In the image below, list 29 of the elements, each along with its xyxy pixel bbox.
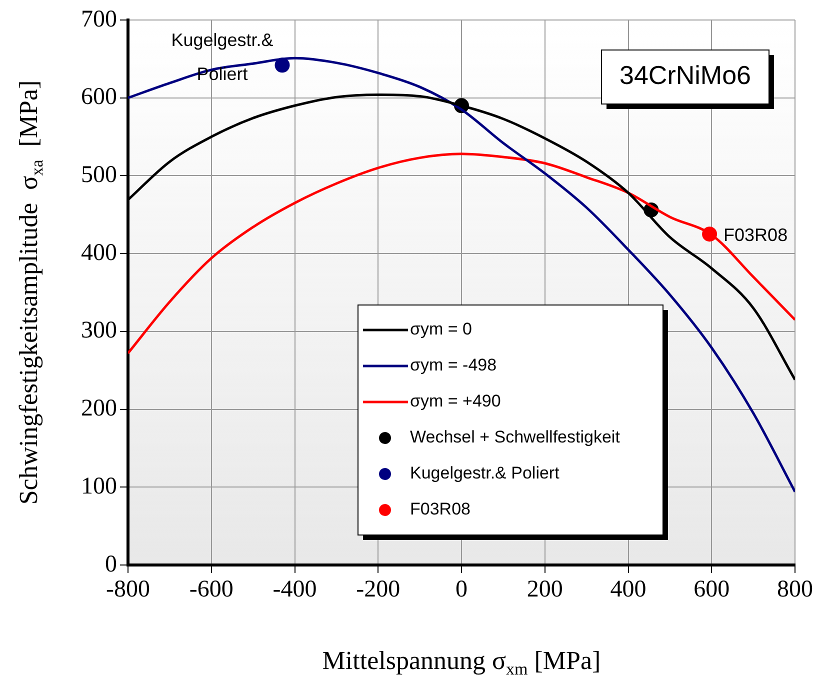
line-series	[128, 56, 795, 494]
legend-label: Wechsel + Schwellfestigkeit	[410, 428, 620, 447]
legend-label: σym = -498	[410, 356, 497, 375]
x-tick-label: 400	[610, 576, 646, 603]
x-tick-label: -200	[356, 576, 400, 603]
y-tick-label: 400	[81, 240, 117, 266]
x-tick-label: -800	[106, 576, 150, 603]
x-tick-label: -600	[189, 576, 234, 603]
y-tick-label: 0	[105, 551, 117, 578]
y-tick-label: 100	[81, 473, 117, 500]
y-tick-label: 500	[81, 162, 117, 188]
y-tick-label: 700	[81, 6, 117, 32]
legend-label: σym = +490	[410, 392, 501, 411]
annotation: 34CrNiMo6	[620, 60, 752, 90]
y-axis-title: Schwingfestigkeitsamplitude σxa [MPa]	[14, 80, 46, 505]
legend-label: σym = 0	[410, 320, 472, 339]
line-series	[128, 152, 795, 354]
y-tick-label: 300	[81, 318, 117, 344]
annotation: F03R08	[724, 225, 788, 246]
x-tick-label: -400	[272, 576, 317, 603]
x-tick-label: 600	[694, 576, 730, 603]
y-tick-label: 600	[81, 84, 117, 110]
legend-label: F03R08	[410, 500, 470, 519]
annotation: Kugelgestr.& Poliert	[171, 30, 274, 84]
x-tick-label: 200	[526, 576, 563, 603]
x-tick-label: 0	[456, 576, 468, 603]
y-tick-label: 200	[81, 396, 117, 422]
legend-label: Kugelgestr.& Poliert	[410, 464, 560, 483]
x-tick-label: 800	[777, 576, 813, 603]
